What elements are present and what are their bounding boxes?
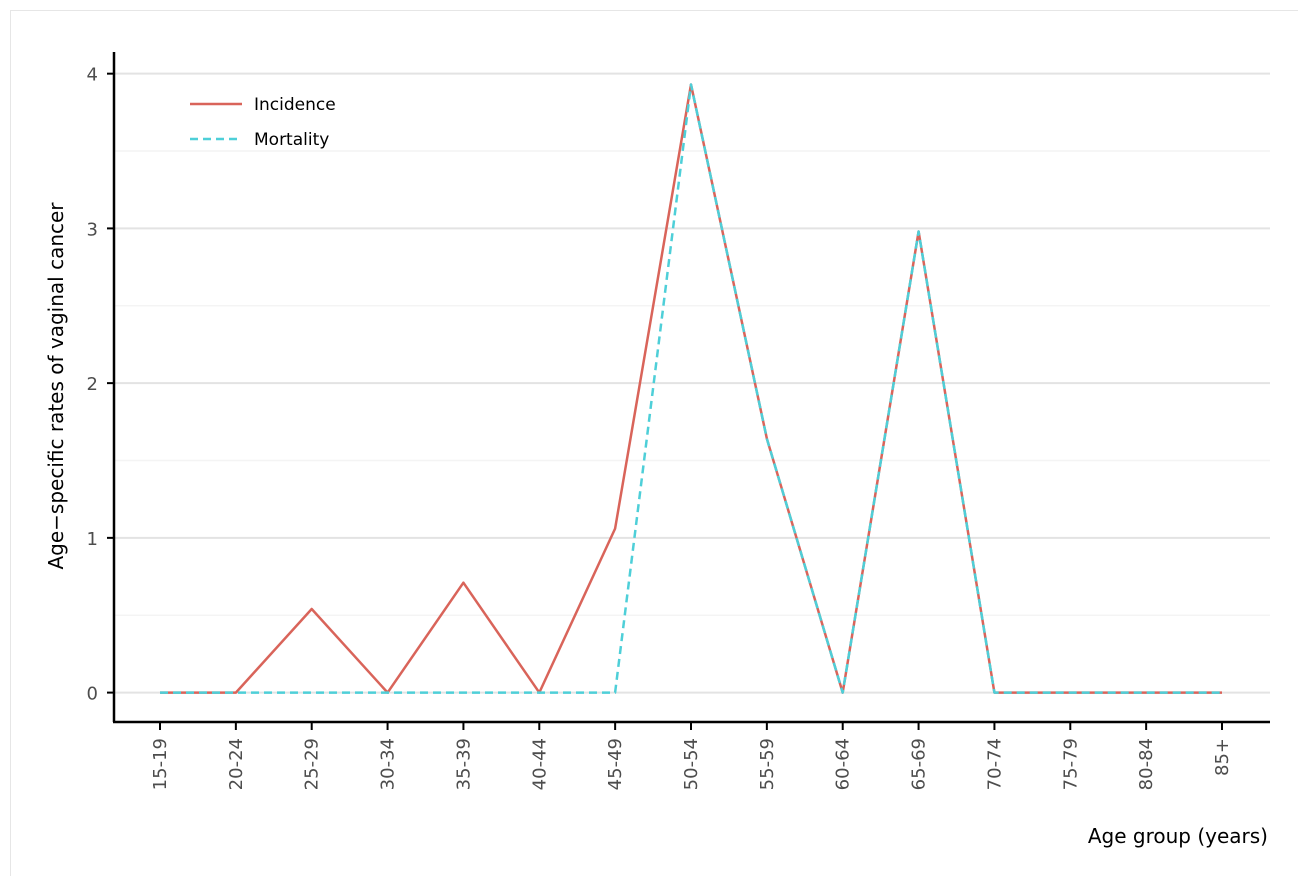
chart-frame	[10, 10, 1298, 876]
x-tick-label: 60-64	[833, 738, 854, 790]
x-tick-label: 65-69	[909, 738, 930, 790]
y-tick-label: 1	[87, 529, 98, 550]
x-tick-label: 70-74	[984, 738, 1005, 790]
x-tick-label: 35-39	[453, 738, 474, 790]
series-layer	[160, 83, 1222, 694]
y-tick-label: 0	[87, 684, 98, 705]
y-axis-ticks: 0 1 2 3 4	[87, 65, 114, 705]
x-tick-label: 40-44	[529, 738, 550, 790]
y-tick-label: 2	[87, 374, 98, 395]
legend: Incidence Mortality	[190, 95, 336, 150]
series-line-incidence	[160, 83, 1222, 694]
legend-label-incidence: Incidence	[254, 95, 336, 115]
major-grid	[114, 72, 1270, 694]
x-tick-label: 75-79	[1060, 738, 1081, 790]
x-tick-label: 55-59	[757, 738, 778, 790]
series-line-mortality	[160, 83, 1222, 694]
y-tick-label: 3	[87, 219, 98, 240]
x-tick-label: 25-29	[302, 738, 323, 790]
y-axis-title: Age−specific rates of vaginal cancer	[44, 202, 68, 570]
x-tick-label: 85+	[1212, 738, 1233, 776]
x-tick-label: 80-84	[1136, 738, 1157, 790]
y-tick-label: 4	[87, 65, 98, 86]
x-tick-label: 50-54	[681, 738, 702, 790]
x-axis-ticks: 15-19 20-24 25-29 30-34 35-39 40-44 45-49 50-54…	[150, 722, 1233, 790]
x-tick-label: 30-34	[378, 738, 399, 790]
x-axis-title: Age group (years)	[1088, 824, 1268, 848]
legend-label-mortality: Mortality	[254, 130, 329, 150]
x-tick-label: 20-24	[226, 738, 247, 790]
x-tick-label: 45-49	[605, 738, 626, 790]
x-tick-label: 15-19	[150, 738, 171, 790]
